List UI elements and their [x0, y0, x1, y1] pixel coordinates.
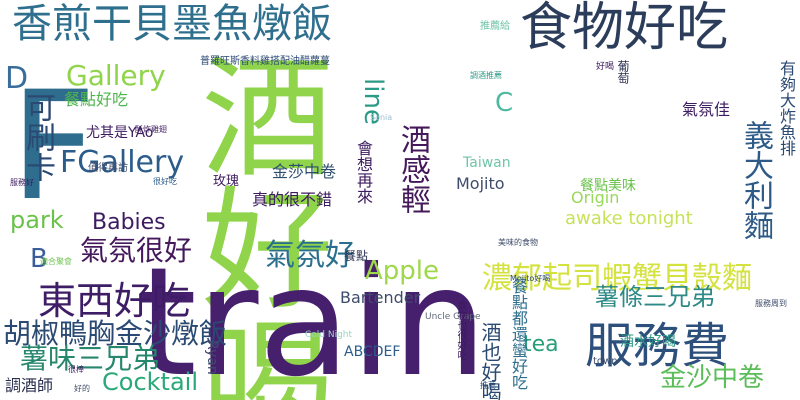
word: 很棒 — [68, 365, 84, 374]
word: 葡萄 — [616, 60, 630, 84]
word: 美味的食物 — [498, 238, 538, 247]
word: 服務周到 — [755, 299, 787, 308]
word: 薯味三兄弟 — [20, 342, 161, 375]
word: 金莎中卷 — [272, 162, 337, 181]
word: awake tonight — [565, 208, 693, 229]
word: Mojito — [456, 174, 505, 193]
word: 濃郁起司蝦蟹貝殼麵 — [482, 261, 752, 296]
word: 值得再訪 — [88, 163, 128, 174]
word: 酒感輕 — [395, 124, 430, 214]
word: 推薦給 — [480, 21, 510, 32]
word: Cold Night — [305, 330, 353, 340]
word: 可刷卡 — [20, 92, 55, 182]
word: 餐點 — [344, 249, 369, 263]
word: Uncle Grape — [425, 312, 481, 322]
word: 酒水好喝 — [620, 334, 676, 350]
word: 義大利麵 — [738, 120, 773, 240]
word: ABCDEF — [344, 344, 401, 360]
word: 調酒推薦 — [470, 71, 502, 80]
word: 薯條三兄弟 — [595, 283, 715, 311]
word: Mojito好喝 — [510, 274, 551, 283]
word: Bartender — [340, 288, 421, 307]
word: Gallery — [66, 59, 166, 92]
word: 酒好喝 — [179, 48, 333, 400]
word: 氣氛很好 — [80, 234, 193, 267]
word: 酥炸雞翅 — [135, 125, 167, 134]
word: 有夠大炸魚排 — [777, 60, 796, 156]
word: 玫瑰 — [213, 174, 240, 189]
word: 金沙中卷 — [660, 363, 765, 393]
word: park — [10, 206, 64, 234]
word: FGallery — [60, 145, 185, 180]
word: Origin — [571, 188, 620, 207]
word: Ryan — [204, 340, 220, 375]
word: Taiwan — [463, 155, 511, 171]
word: Apple — [365, 256, 440, 286]
word: 很好吃 — [153, 177, 177, 186]
word: 普羅旺斯香料雞搭配油醋蘿蔓 — [200, 56, 330, 67]
word: B — [30, 244, 48, 274]
word: 胡椒鴨胸金沙燉飯 — [3, 317, 228, 350]
word: 推薦 — [480, 381, 496, 390]
word: 服務費 — [585, 318, 730, 374]
word: 餐點美味 — [580, 178, 636, 194]
word: 食物好吃 — [520, 0, 729, 58]
word: 真的很不錯 — [252, 190, 333, 209]
word: line — [358, 78, 388, 125]
word: D — [5, 61, 29, 96]
word: 氣氛好 — [265, 238, 355, 273]
word: F — [10, 60, 97, 234]
word: 調酒師 — [5, 376, 54, 395]
word: 餐點好吃 — [64, 90, 129, 109]
word: train — [138, 236, 488, 400]
word: 適合聚會 — [40, 257, 72, 266]
word: Babies — [92, 210, 166, 235]
word: 香煎干貝墨魚燉飯 — [12, 1, 332, 47]
word: 東西好吃 — [38, 279, 191, 323]
word: Cocktail — [102, 368, 198, 396]
word: C — [495, 88, 514, 118]
word: town — [593, 356, 618, 367]
word: tea — [523, 332, 559, 357]
word: 會想再來 — [354, 140, 373, 204]
word: 服務好 — [10, 178, 34, 187]
word: 尤其是YAo — [86, 125, 154, 141]
word: 好喝 — [596, 62, 615, 72]
word: 氣氛佳 — [682, 100, 731, 119]
word: 酒也好喝 — [478, 322, 502, 400]
word: 食物也很好吃 — [455, 300, 466, 360]
word: 好的 — [74, 384, 90, 393]
word: Sonia — [370, 113, 393, 122]
word: 餐點都還蠻好吃 — [509, 278, 528, 390]
